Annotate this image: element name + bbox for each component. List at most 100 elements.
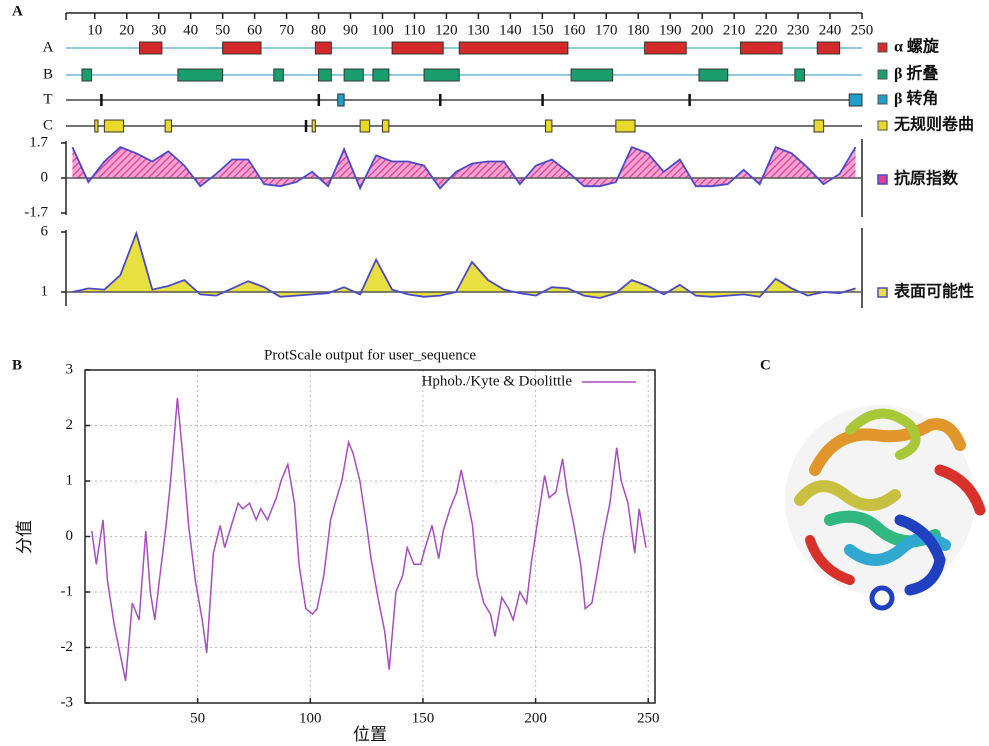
segment (338, 94, 344, 106)
legend-label: Hphob./Kyte & Doolittle (422, 373, 573, 389)
x-tick-label: 170 (595, 22, 618, 38)
x-tick-label: 130 (467, 22, 490, 38)
track-name: C (43, 117, 53, 133)
y-tick-label: 1 (41, 283, 49, 299)
segment (305, 120, 308, 132)
x-tick-label: 250 (637, 710, 660, 726)
x-axis-label: 位置 (353, 725, 387, 744)
segment (439, 94, 442, 106)
track-name: A (43, 39, 54, 55)
legend-label: β 转角 (894, 89, 938, 108)
x-tick-label: 210 (723, 22, 746, 38)
segment (344, 69, 363, 81)
y-tick-label: -1.7 (24, 204, 48, 220)
y-tick-label: 3 (66, 361, 74, 377)
legend-swatch (878, 288, 887, 297)
legend-label: 表面可能性 (893, 282, 974, 301)
segment (360, 120, 370, 132)
x-tick-label: 90 (343, 22, 358, 38)
segment (178, 69, 223, 81)
y-tick-label: 0 (41, 169, 49, 185)
x-tick-label: 50 (215, 22, 230, 38)
x-tick-label: 40 (183, 22, 198, 38)
segment (318, 94, 321, 106)
segment (814, 120, 824, 132)
x-tick-label: 110 (403, 22, 425, 38)
segment (315, 42, 331, 54)
segment (795, 69, 805, 81)
panel-label: B (12, 357, 22, 373)
track-name: T (43, 91, 52, 107)
x-tick-label: 200 (524, 710, 547, 726)
protein-structure (785, 405, 980, 608)
legend-swatch (878, 43, 887, 52)
x-tick-label: 20 (119, 22, 134, 38)
segment (100, 94, 103, 106)
segment (373, 69, 389, 81)
segment (95, 120, 98, 132)
y-axis-label: 分值 (15, 520, 34, 554)
segment (82, 69, 92, 81)
y-tick-label: 2 (66, 417, 74, 433)
segment (459, 42, 568, 54)
x-tick-label: 250 (851, 22, 874, 38)
x-tick-label: 60 (247, 22, 262, 38)
x-tick-label: 240 (819, 22, 842, 38)
panel-label: C (760, 357, 771, 373)
segment (616, 120, 635, 132)
x-tick-label: 120 (435, 22, 458, 38)
segment (571, 69, 613, 81)
y-tick-label: 6 (41, 223, 49, 239)
segment (541, 94, 544, 106)
x-tick-label: 100 (371, 22, 394, 38)
track-name: B (43, 66, 53, 82)
figure: A B C 1020304050607080901001101201301401… (0, 0, 989, 746)
area-fill (72, 233, 855, 298)
legend-swatch (878, 95, 887, 104)
line (92, 398, 646, 681)
x-tick-label: 10 (87, 22, 102, 38)
y-tick-label: 1 (66, 472, 74, 488)
segment (140, 42, 162, 54)
x-tick-label: 160 (563, 22, 586, 38)
segment (424, 69, 459, 81)
segment (274, 69, 284, 81)
segment (319, 69, 332, 81)
x-tick-label: 150 (531, 22, 554, 38)
segment (645, 42, 687, 54)
x-tick-label: 100 (299, 710, 322, 726)
x-tick-label: 150 (412, 710, 435, 726)
segment (688, 94, 691, 106)
segment (546, 120, 552, 132)
segment (223, 42, 261, 54)
segment (165, 120, 171, 132)
x-tick-label: 140 (499, 22, 522, 38)
panel-label: A (12, 3, 23, 19)
x-tick-label: 30 (151, 22, 166, 38)
legend-swatch (878, 121, 887, 130)
legend-label: 抗原指数 (894, 169, 959, 188)
legend-label: 无规则卷曲 (893, 115, 974, 134)
legend-swatch (878, 175, 887, 184)
segment (817, 42, 839, 54)
legend-label: α 螺旋 (894, 37, 940, 56)
segment (382, 120, 388, 132)
x-tick-label: 200 (691, 22, 714, 38)
x-tick-label: 190 (659, 22, 682, 38)
y-tick-label: 1.7 (29, 134, 48, 150)
y-tick-label: -2 (61, 639, 74, 655)
legend-swatch (878, 70, 887, 79)
segment (699, 69, 728, 81)
y-tick-label: -3 (61, 694, 74, 710)
segment (392, 42, 443, 54)
segment (312, 120, 315, 132)
chart-title: ProtScale output for user_sequence (264, 347, 476, 363)
segment (741, 42, 783, 54)
y-tick-label: 0 (66, 528, 74, 544)
x-tick-label: 230 (787, 22, 810, 38)
segment (104, 120, 123, 132)
x-tick-label: 180 (627, 22, 650, 38)
area-line (72, 147, 855, 188)
x-tick-label: 70 (279, 22, 294, 38)
x-tick-label: 220 (755, 22, 778, 38)
